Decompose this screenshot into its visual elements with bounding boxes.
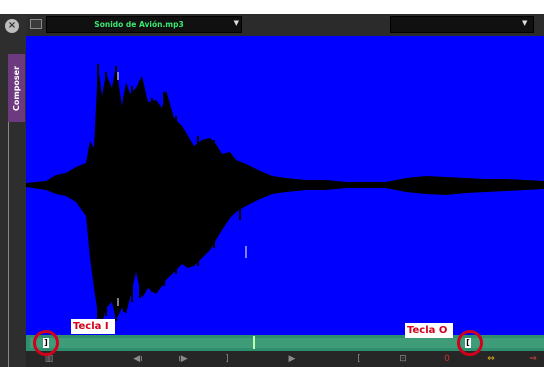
annotation-circle-in — [33, 330, 59, 356]
transport-controls: ▥ ◀ı ı▶ ] ▶ [ ⊡ 0 ⇔ ⇒ — [26, 351, 544, 367]
composer-side-panel: × Composer — [0, 14, 26, 367]
step-forward-button[interactable]: ı▶ — [178, 354, 188, 364]
source-clip-name: Sonido de Avión.mp3 — [94, 20, 184, 29]
source-clip-menu[interactable]: Sonido de Avión.mp3 ▼ — [46, 16, 242, 33]
mark-clip-button[interactable]: ▥ — [44, 354, 54, 364]
monitor-icon[interactable] — [30, 19, 42, 29]
waveform-highlights — [117, 72, 247, 306]
waveform-shape — [26, 66, 544, 324]
annotation-circle-out — [457, 330, 483, 356]
playhead-indicator[interactable] — [253, 336, 255, 349]
waveform-display[interactable] — [26, 36, 544, 335]
annotation-label-in: Tecla I — [71, 319, 115, 334]
waveform-svg — [26, 36, 544, 335]
close-icon[interactable]: × — [5, 19, 19, 33]
composer-tab[interactable]: Composer — [8, 54, 25, 122]
record-button[interactable]: 0 — [444, 354, 450, 364]
composer-header: Sonido de Avión.mp3 ▼ ▼ — [26, 14, 544, 36]
waveform-peaks — [97, 64, 241, 324]
timeline-track[interactable] — [30, 338, 544, 348]
mark-out-button[interactable]: [ — [357, 354, 361, 364]
play-button[interactable]: ▶ — [288, 354, 296, 364]
chevron-down-icon[interactable]: ▼ — [522, 19, 528, 27]
composer-tab-label: Composer — [12, 65, 21, 111]
overwrite-button[interactable]: ⇒ — [529, 354, 537, 364]
splice-button[interactable]: ⇔ — [487, 354, 495, 364]
chevron-down-icon[interactable]: ▼ — [233, 19, 239, 27]
annotation-label-out: Tecla O — [405, 323, 453, 338]
top-margin — [0, 0, 544, 14]
record-clip-menu[interactable]: ▼ — [390, 16, 534, 33]
mark-in-button[interactable]: ] — [225, 354, 229, 364]
step-back-button[interactable]: ◀ı — [133, 354, 143, 364]
clear-marks-button[interactable]: ⊡ — [399, 354, 407, 364]
side-divider — [8, 122, 9, 367]
